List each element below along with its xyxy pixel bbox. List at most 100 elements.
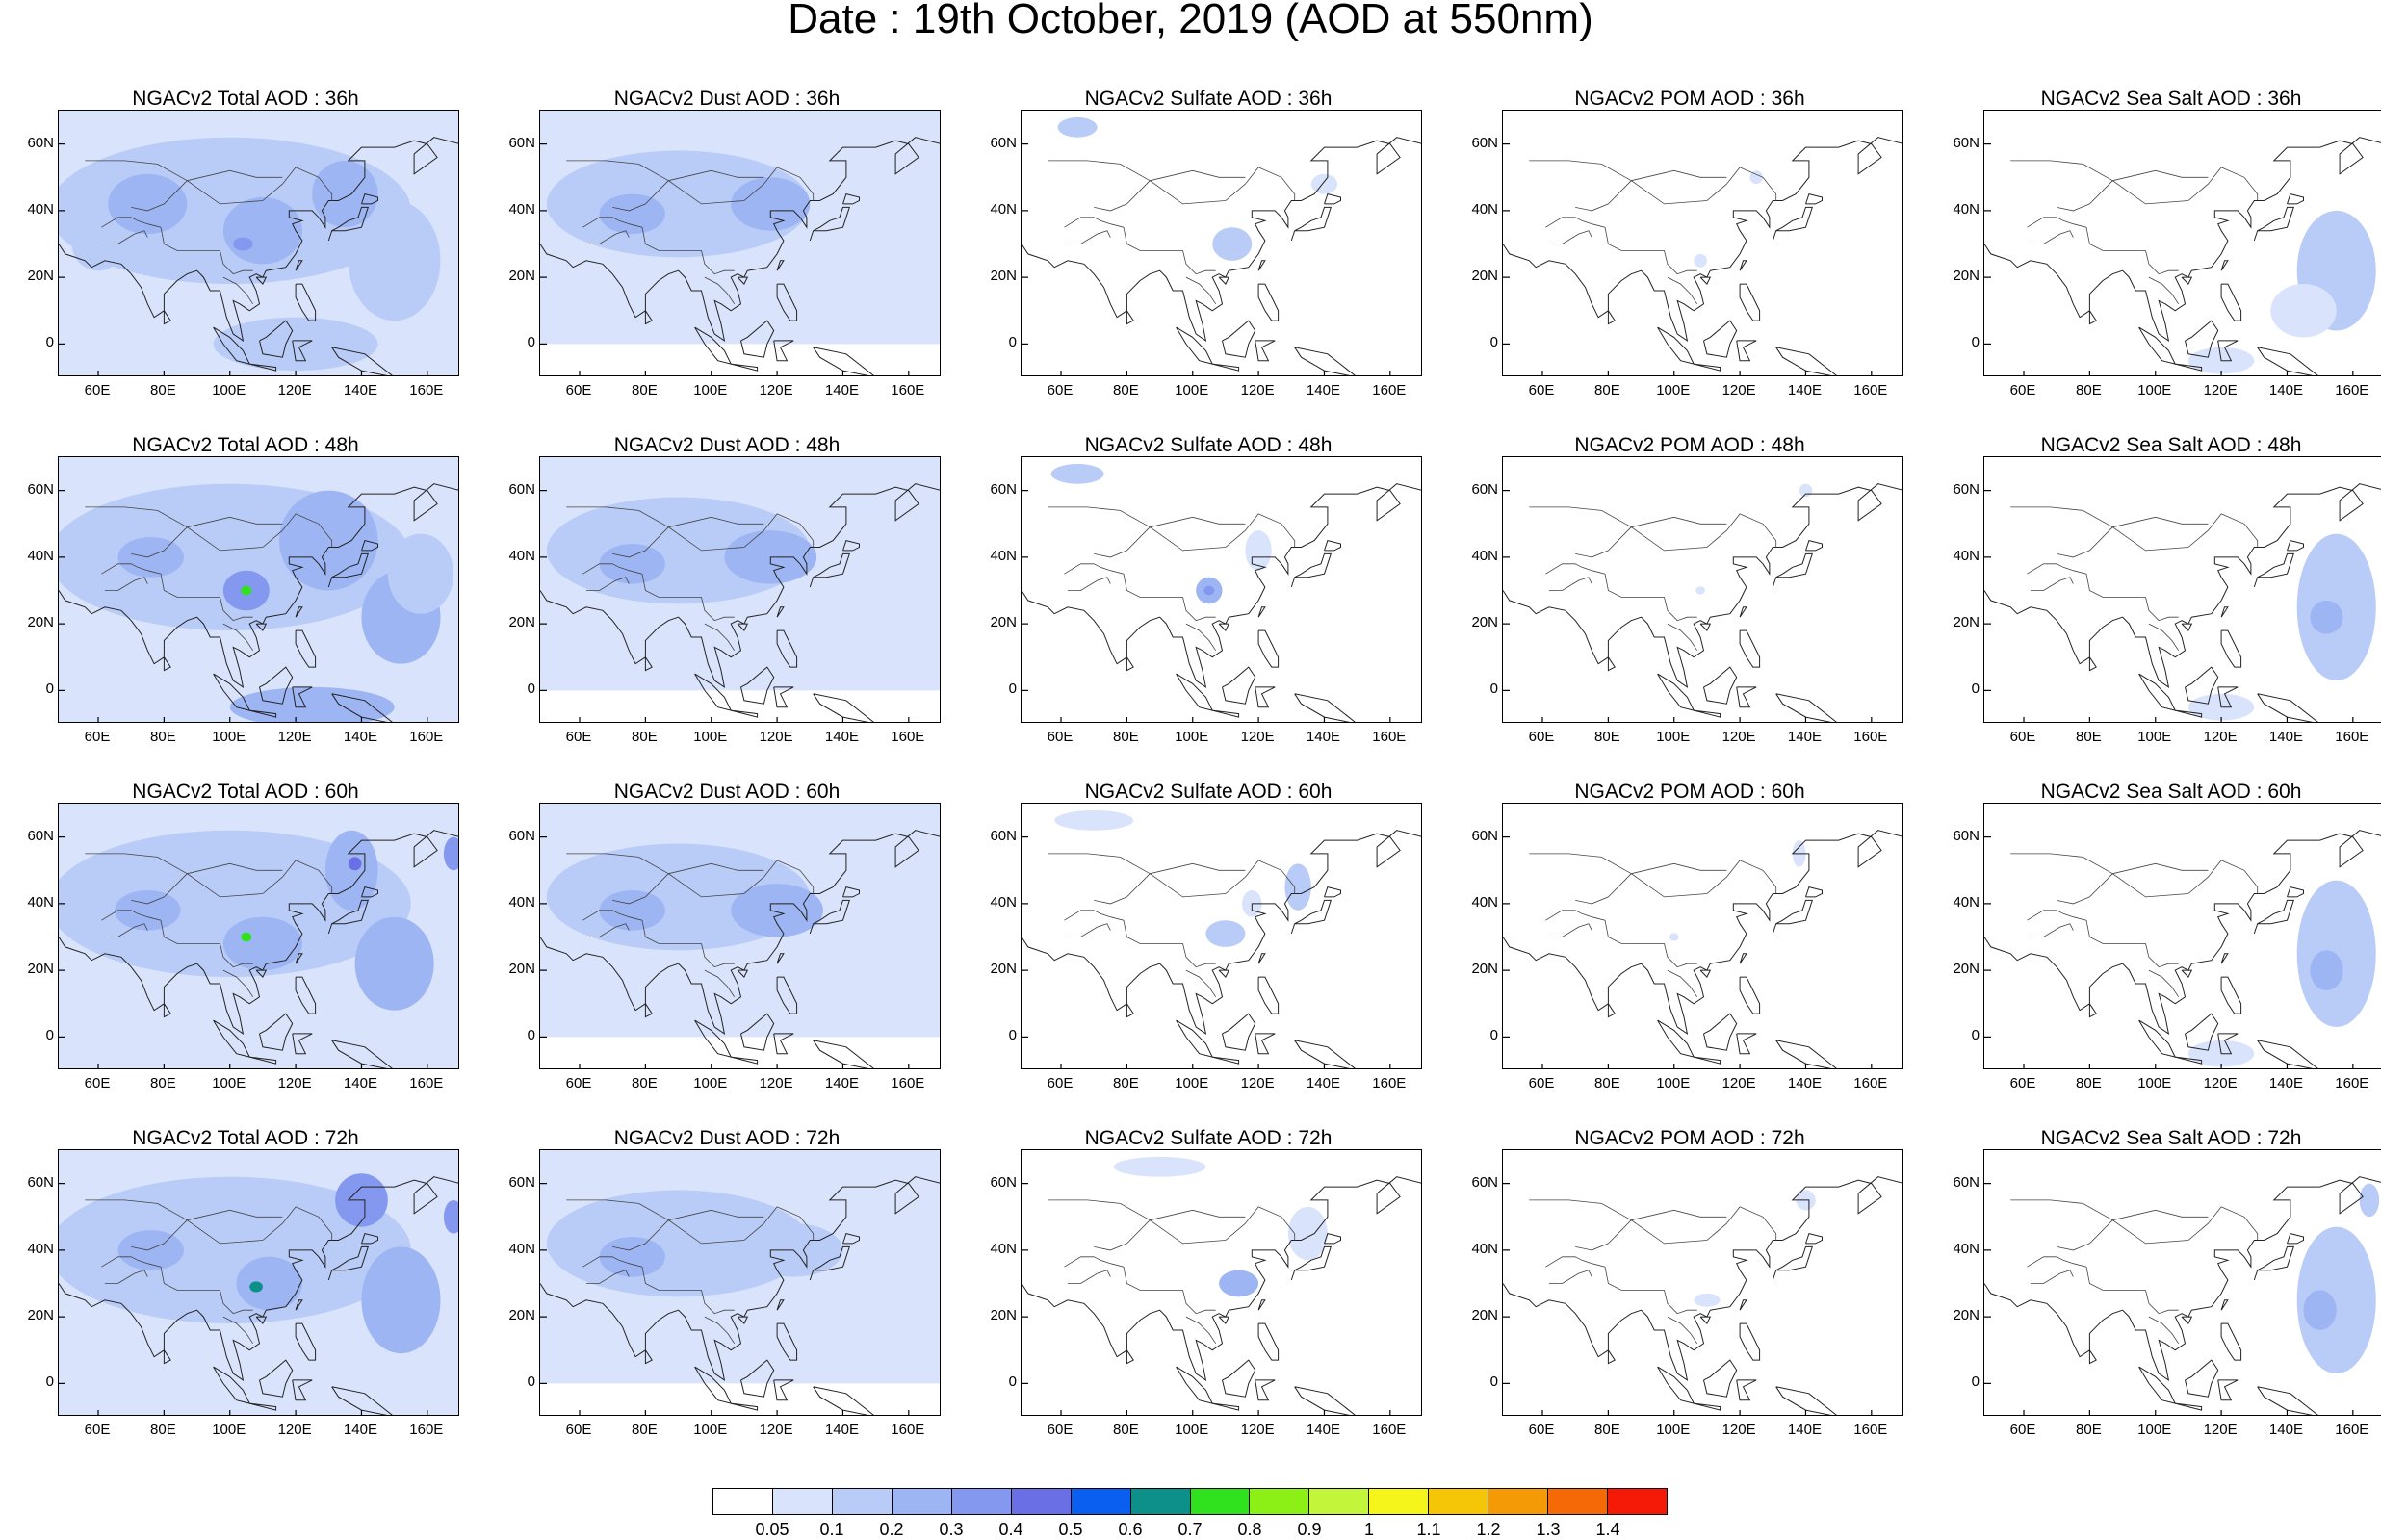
country-border [1575,1206,1777,1251]
coastline [1176,326,1214,365]
aod-contour [249,1281,263,1293]
lon-label: 80E [2076,382,2102,398]
coastline [1290,899,1332,935]
coastline [255,1316,268,1324]
lon-label: 160E [891,1422,925,1438]
coastline [2220,1322,2242,1361]
colorbar-label: 1.3 [1536,1520,1561,1539]
lat-label: 20N [27,1307,54,1324]
country-border [2027,1256,2146,1291]
country-border [1067,1270,1111,1284]
aod-contour [233,237,253,251]
coastline [1126,1349,1134,1365]
map-plot-area [1983,110,2381,376]
aod-map [59,111,458,375]
coastline [2220,1299,2229,1311]
lon-label: 80E [1113,1422,1139,1438]
coastline [292,1033,313,1055]
coastline [737,969,749,978]
lon-label: 100E [2137,382,2172,398]
map-panel: NGACv2 Sea Salt AOD : 48h 60N 40N 20N 0 60E 80… [1945,433,2381,751]
coastline [2253,1245,2294,1281]
lat-label: 40N [1953,200,1980,218]
coastline [1257,606,1266,618]
country-border [1664,1290,1697,1315]
coastline [1257,260,1266,271]
coastline [1324,540,1341,552]
coastline [1739,606,1747,618]
country-border [85,853,188,875]
lat-label: 0 [527,680,535,698]
lon-label: 60E [2009,729,2036,745]
country-border [2112,1209,2209,1221]
coastline [2287,1233,2304,1245]
colorbar-label: 0.3 [939,1520,964,1539]
coastline [2220,260,2229,271]
country-border [585,1270,630,1284]
country-border [2010,853,2113,875]
coastline [1257,953,1266,964]
map-plot-area [1502,110,1903,376]
coastline [1984,483,2381,688]
lon-label: 140E [1306,1422,1340,1438]
lon-label: 120E [277,382,312,398]
country-border [2112,516,2209,528]
coastline [809,206,850,242]
coastline [1739,629,1761,668]
lon-label: 160E [409,382,444,398]
lon-label: 100E [2137,1075,2172,1091]
country-border [1064,910,1183,944]
coastline [295,1322,317,1361]
map-plot-area [1021,110,1422,376]
aod-contour [348,200,441,321]
map-plot-area [58,803,459,1069]
panel-title: NGACv2 Total AOD : 72h [132,1127,359,1149]
coastline [1294,346,1356,375]
coastline [540,830,940,1035]
country-border [1631,169,1727,182]
lat-label: 0 [527,1373,535,1391]
lon-label: 140E [2268,729,2303,745]
lon-label: 160E [1372,729,1407,745]
country-border [668,516,764,528]
country-border [222,1316,254,1345]
coastline [255,969,268,978]
aod-map [1022,463,1421,722]
coastline [1294,1040,1356,1068]
lon-label: 100E [1656,1422,1691,1438]
lat-label: 40N [508,893,535,911]
country-border [585,577,630,591]
coastline [1805,193,1823,205]
country-border [1182,250,1216,275]
aod-contour [1219,1270,1259,1297]
coastline [1699,969,1712,978]
country-border [1545,563,1665,598]
coastline [331,1386,393,1415]
coastline [1607,1349,1616,1365]
coastline [2257,693,2318,722]
lat-label: 40N [1953,547,1980,564]
aod-map [1984,137,2381,375]
coastline [740,1359,775,1398]
lat-label: 60N [508,1173,535,1191]
coastline [740,666,775,705]
coastline [540,137,940,342]
lat-label: 40N [1471,200,1498,218]
coastline [540,483,940,688]
lon-label: 120E [1721,382,1756,398]
coastline [773,1033,794,1055]
lon-label: 60E [84,1075,111,1091]
aod-contour [241,585,252,596]
country-border [1064,217,1183,251]
map-panel: NGACv2 Sulfate AOD : 60h 60N 40N 20N 0 60E 80E… [982,780,1435,1097]
aod-map [1022,809,1421,1068]
country-border [222,276,254,305]
lon-label: 160E [1372,382,1407,398]
coastline [1324,886,1341,898]
aod-contour [222,197,302,265]
map-plot-area [58,1149,459,1416]
coastline [292,686,313,708]
aod-map [59,1150,458,1415]
colorbar-label: 1.2 [1476,1520,1501,1539]
lon-label: 60E [1047,1075,1074,1091]
